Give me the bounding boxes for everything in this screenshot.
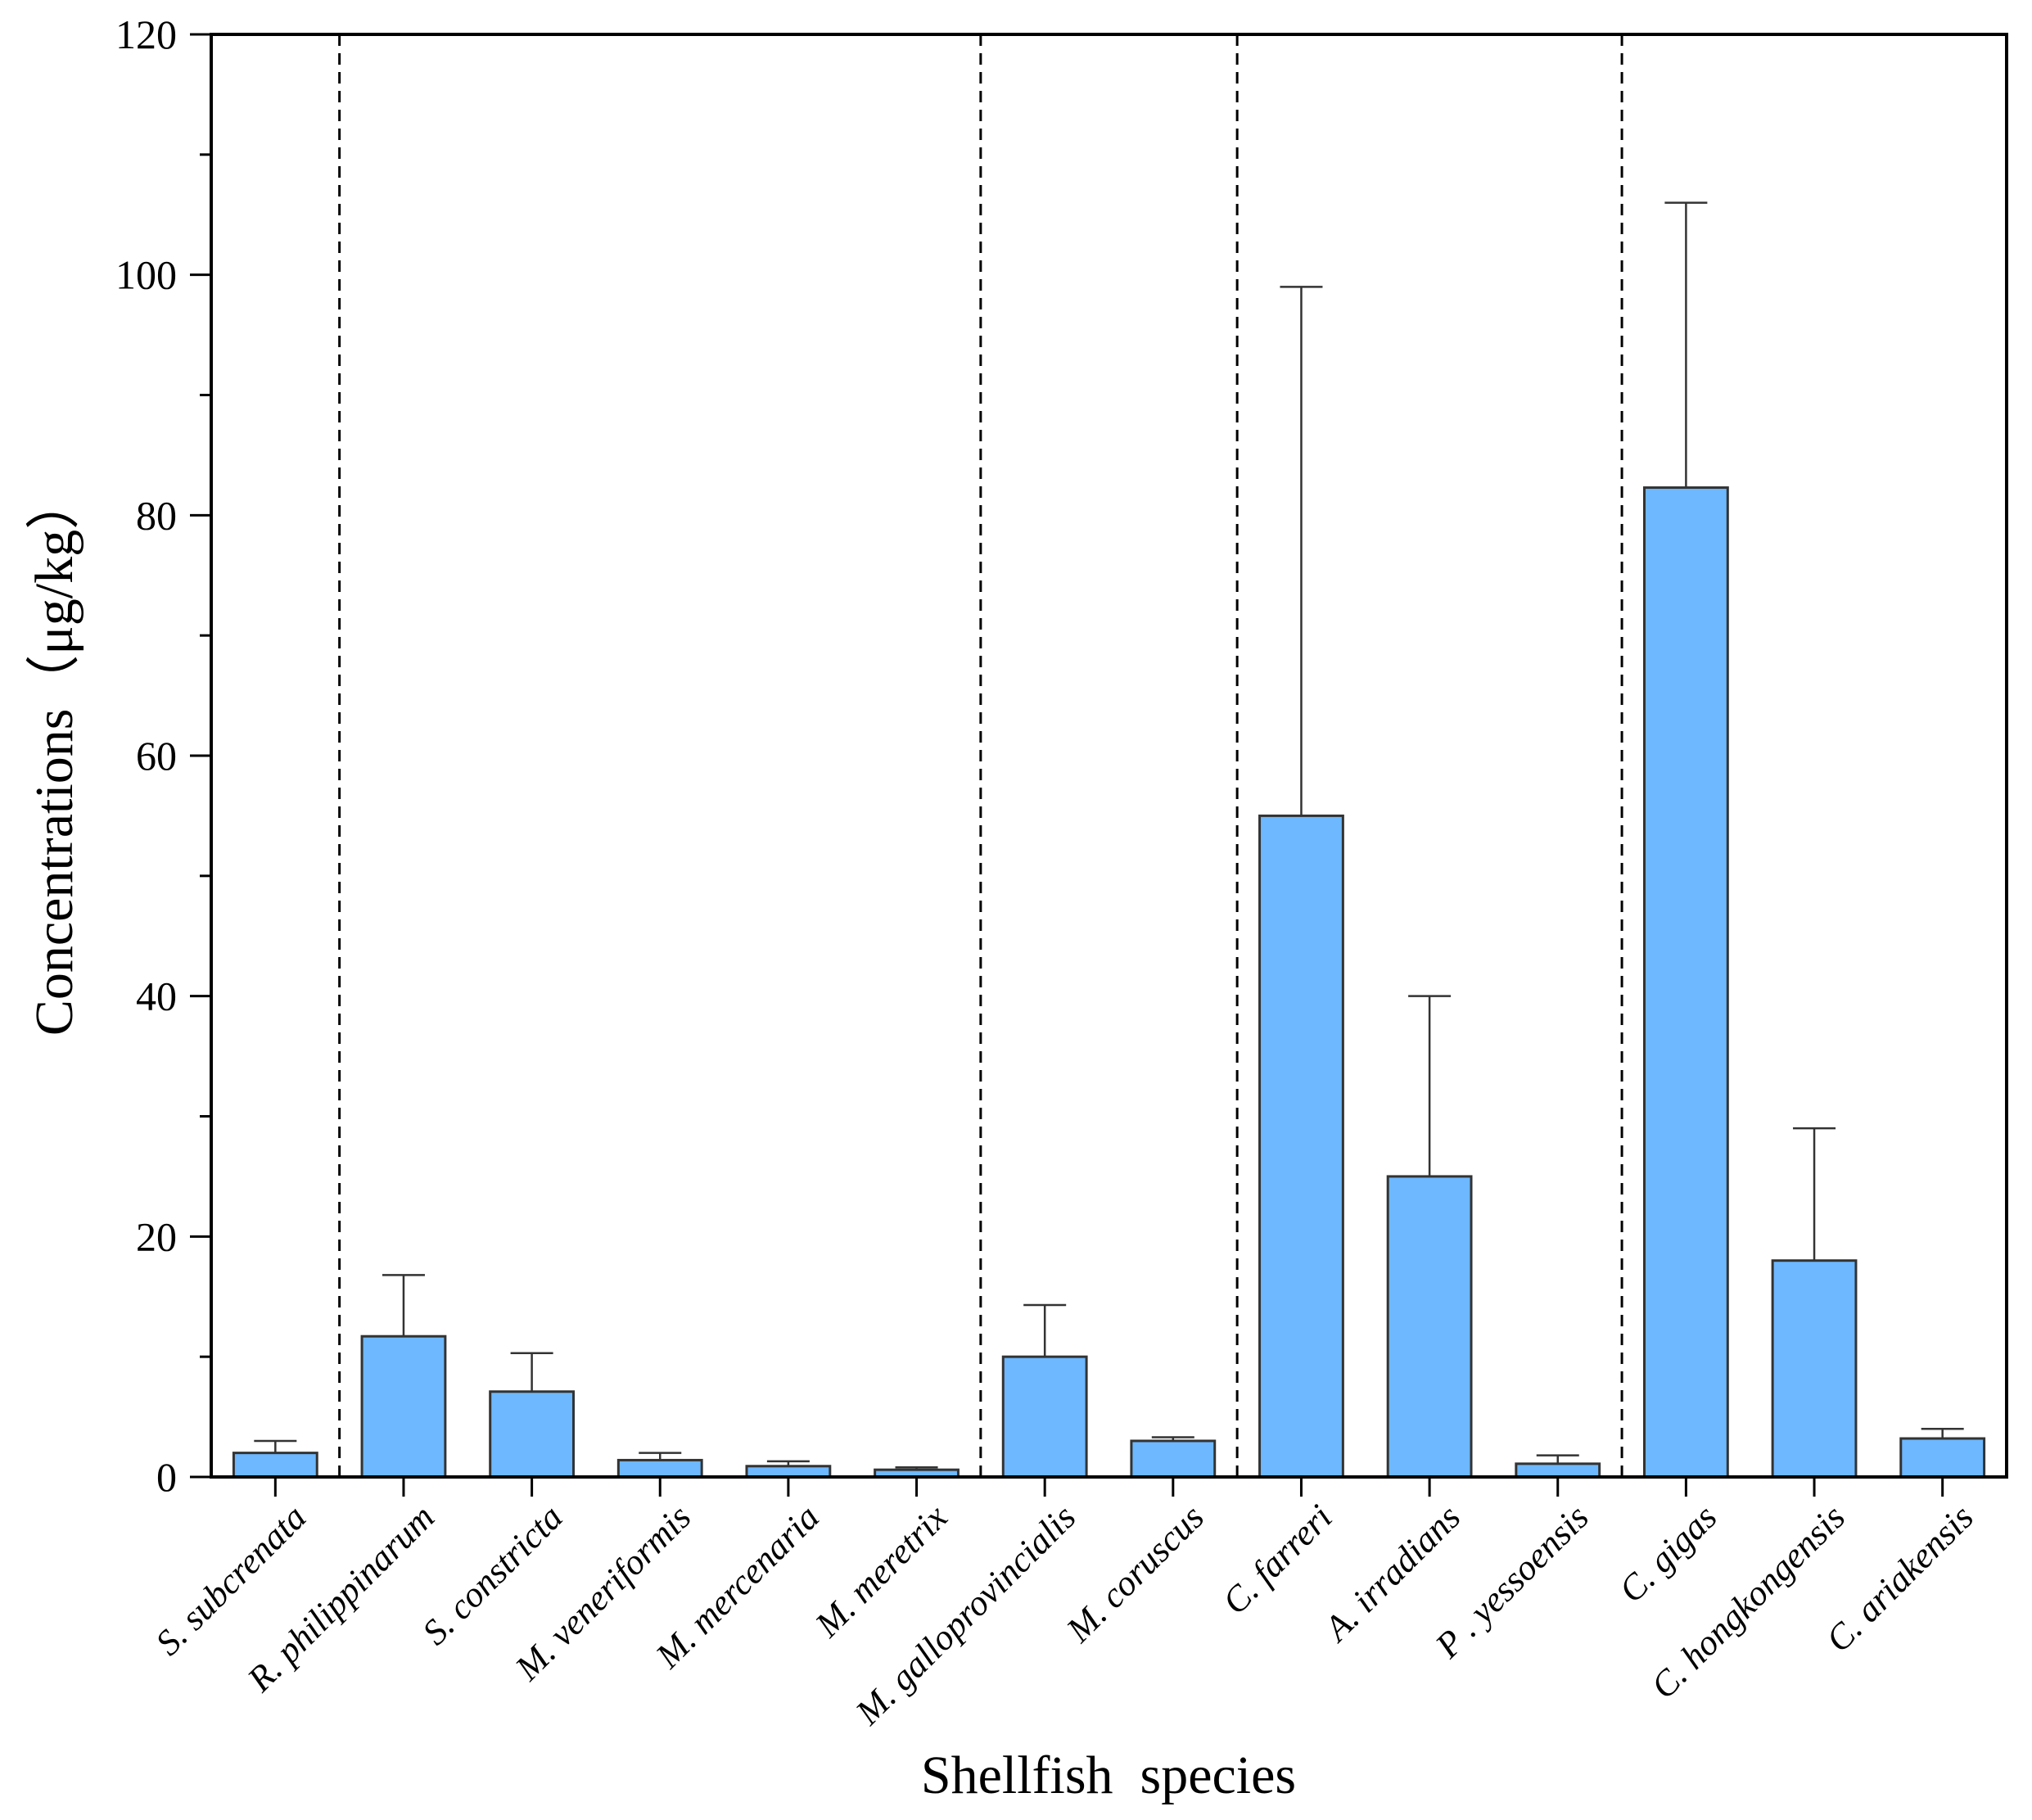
bar-7 [1130,1439,1217,1479]
bar-2 [489,1390,576,1479]
category-label-6: M. galloprovincialis [847,1497,1083,1732]
y-tick-label-6: 120 [115,11,177,57]
y-tick-label-3: 60 [136,733,177,779]
category-label-8: C. farreri [1215,1497,1340,1622]
bar-6 [1001,1355,1088,1479]
bar-3 [616,1458,703,1479]
y-tick-label-0: 0 [156,1454,177,1500]
y-tick-label-4: 80 [136,492,177,538]
y-axis-title: Concentrations（μg/kg） [25,476,84,1036]
y-tick-label-1: 20 [136,1213,177,1259]
bar-8 [1258,814,1344,1479]
bars [232,486,1986,1479]
bar-13 [1899,1437,1986,1479]
error-bars [254,201,1964,1470]
separator-lines [338,34,1623,1477]
category-label-7: M. coruscus [1058,1497,1211,1650]
plot-frame [210,33,2008,1479]
bar-10 [1515,1462,1601,1479]
bar-11 [1642,486,1729,1479]
bar-0 [232,1452,318,1479]
x-axis-title: Shellfish species [921,1745,1296,1805]
y-tick-label-5: 100 [115,252,177,298]
bar-1 [360,1335,447,1479]
bar-12 [1771,1259,1858,1479]
y-tick-label-2: 40 [136,973,177,1019]
category-label-11: C. gigas [1611,1497,1724,1610]
y-axis: 0 20 40 60 80 100 120 [115,11,211,1500]
bar-9 [1386,1175,1473,1479]
